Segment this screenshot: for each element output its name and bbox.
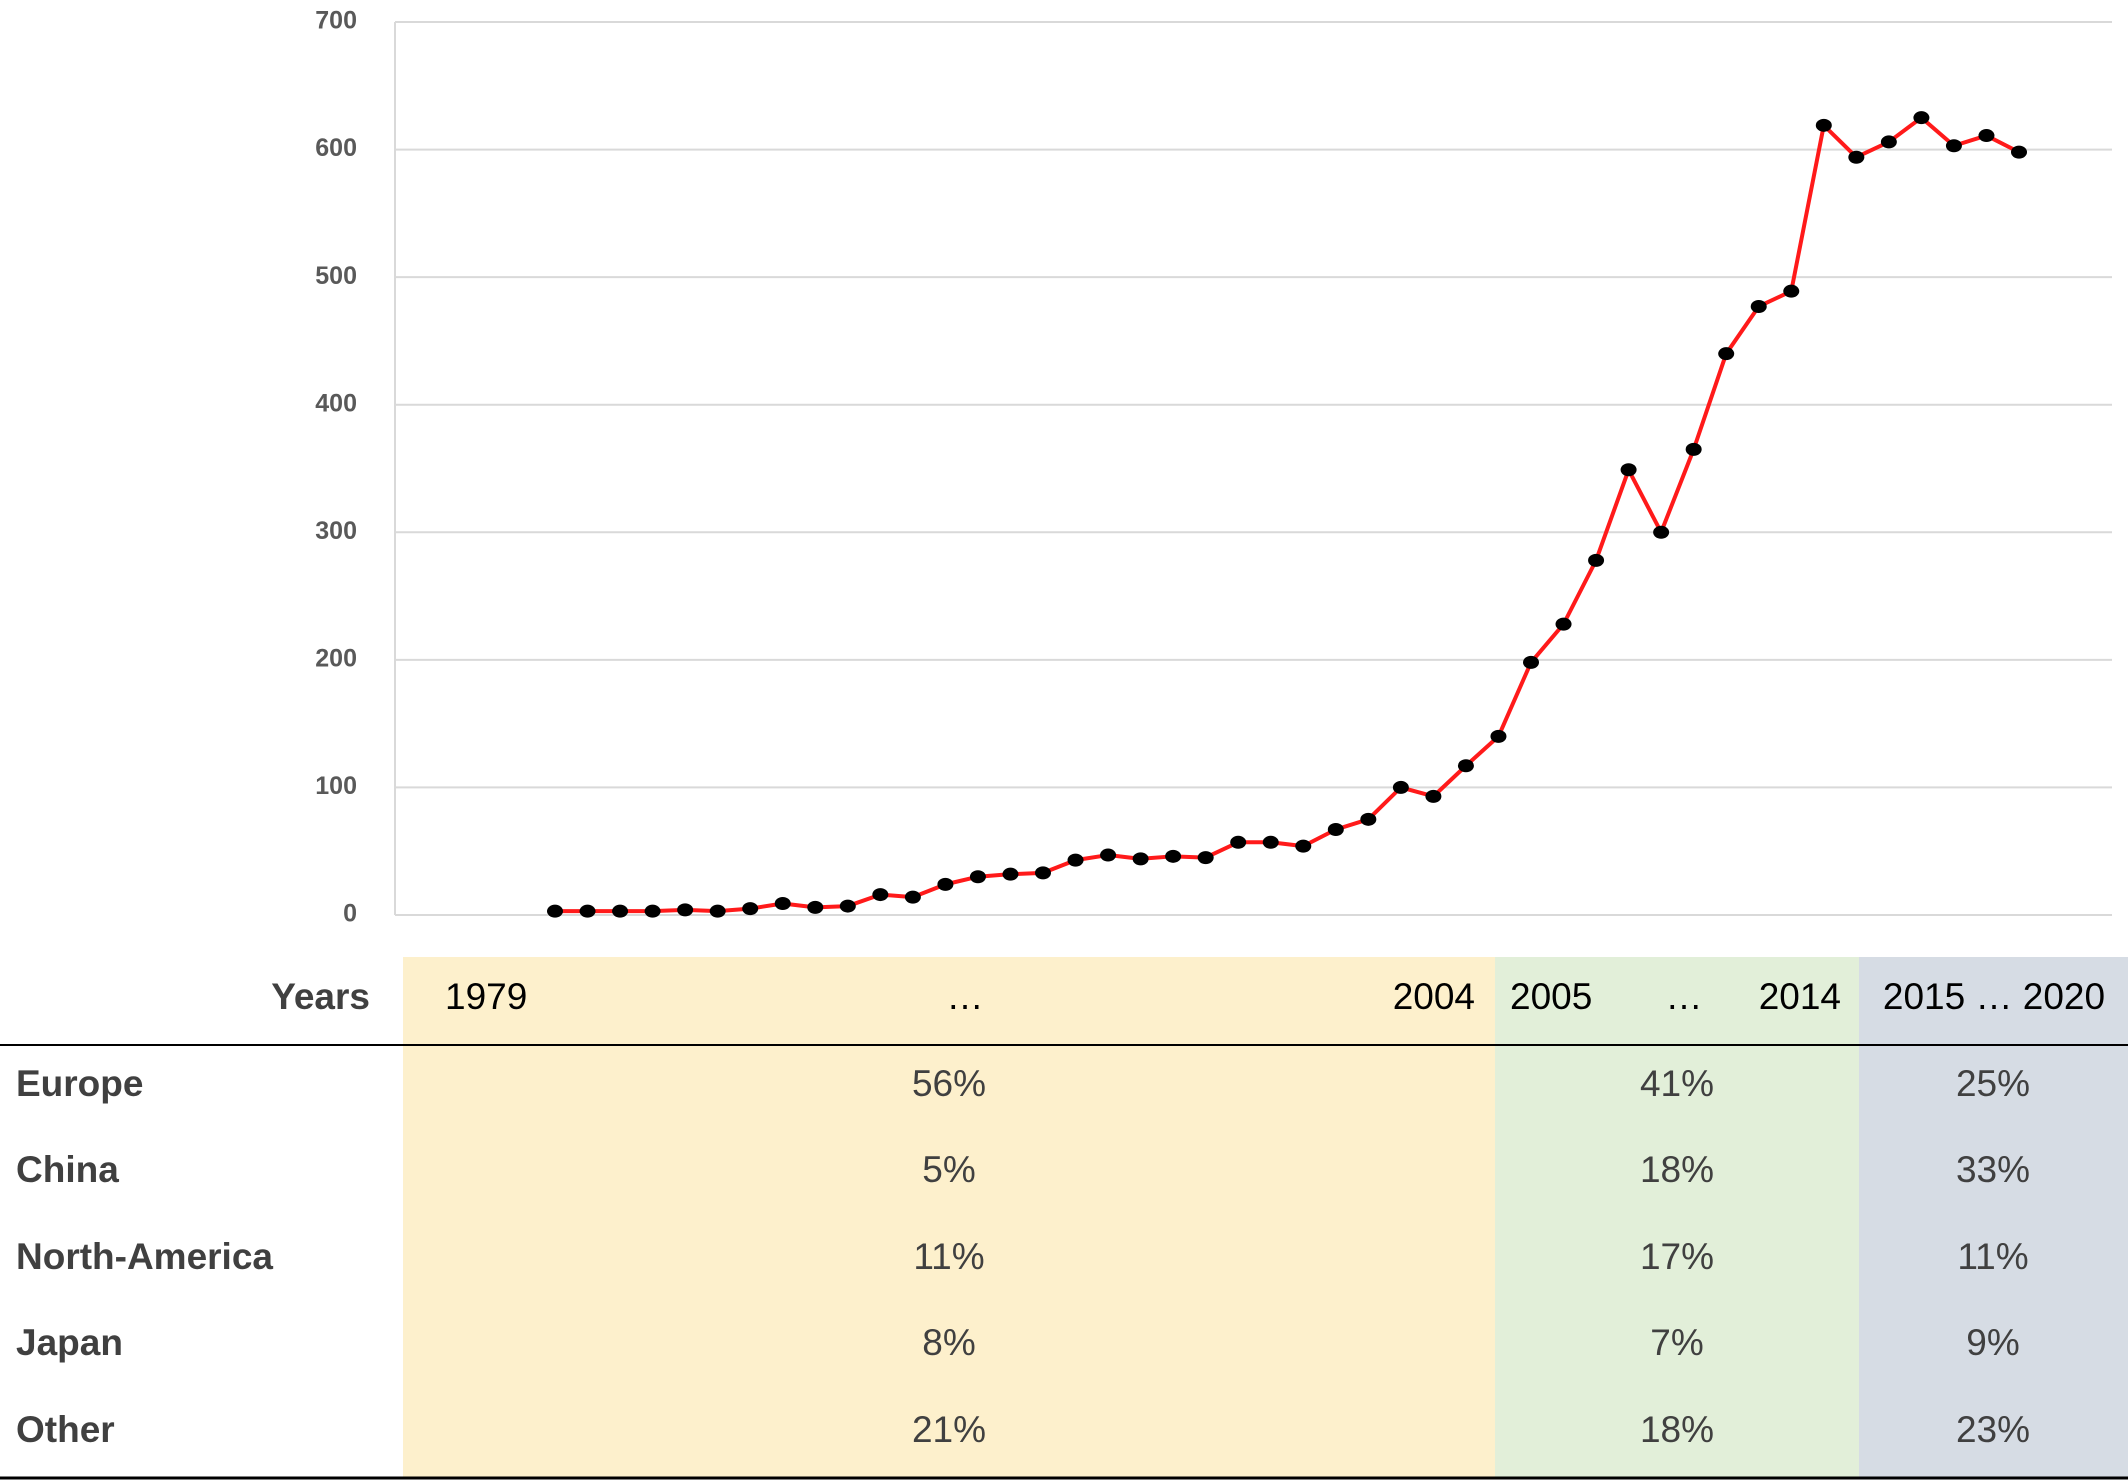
data-point (1750, 299, 1767, 313)
data-point (1718, 347, 1735, 361)
data-point (1880, 135, 1897, 149)
data-point (2011, 145, 2027, 159)
y-tick-label: 0 (343, 900, 357, 928)
data-point (1913, 111, 1930, 125)
header-ellipsis: … (947, 976, 984, 1017)
data-point (774, 897, 791, 911)
data-point (1620, 463, 1637, 477)
row-label: China (16, 1149, 119, 1190)
data-point (1457, 759, 1474, 773)
header-year: 2014 (1759, 976, 1841, 1017)
data-point (579, 904, 596, 918)
data-point (1100, 848, 1117, 862)
data-point (1262, 835, 1279, 849)
data-point (1978, 129, 1995, 143)
data-point (807, 900, 824, 914)
table-cell: 11% (1957, 1236, 2028, 1277)
data-point (1002, 867, 1019, 881)
data-point (1165, 849, 1182, 863)
header-ellipsis: … (1666, 976, 1703, 1017)
table-cell: 17% (1640, 1236, 1714, 1277)
table-cell: 8% (922, 1322, 975, 1363)
data-point (644, 904, 661, 918)
row-label: Japan (16, 1322, 123, 1363)
data-point (1425, 789, 1442, 803)
data-point (1555, 617, 1572, 631)
data-point (612, 904, 629, 918)
band-2005-2014 (1495, 957, 1859, 1478)
y-tick-label: 300 (315, 517, 357, 545)
band-2015-2020 (1859, 957, 2128, 1478)
data-point (1230, 835, 1247, 849)
table-cell: 18% (1640, 1149, 1714, 1190)
table-cell: 7% (1650, 1322, 1703, 1363)
table-cell: 41% (1640, 1063, 1714, 1104)
header-range: 2015 … 2020 (1883, 976, 2105, 1017)
row-label: Europe (16, 1063, 143, 1104)
data-point (547, 904, 563, 918)
data-point (1392, 780, 1409, 794)
data-point (1327, 823, 1344, 837)
table-cell: 5% (922, 1149, 975, 1190)
data-point (1685, 442, 1702, 456)
table-cell: 11% (913, 1236, 984, 1277)
data-point (1783, 284, 1800, 298)
y-tick-label: 400 (315, 389, 357, 417)
table-cell: 18% (1640, 1409, 1714, 1450)
data-point (839, 899, 856, 913)
y-tick-label: 500 (315, 262, 357, 290)
table-cell: 9% (1966, 1322, 2019, 1363)
band-1979-2004 (403, 957, 1495, 1478)
data-point (1067, 853, 1084, 867)
data-point (1653, 525, 1670, 539)
data-point (1295, 839, 1312, 853)
data-point (1815, 118, 1832, 132)
data-point (1360, 812, 1377, 826)
table-cell: 33% (1956, 1149, 2030, 1190)
data-point (1132, 852, 1149, 866)
data-point (1197, 851, 1214, 865)
header-label: Years (271, 976, 370, 1017)
table-cell: 21% (912, 1409, 986, 1450)
header-year: 1979 (445, 976, 527, 1017)
y-tick-label: 100 (315, 772, 357, 800)
data-point (677, 903, 694, 917)
table-cell: 23% (1956, 1409, 2030, 1450)
data-point (1523, 655, 1539, 669)
data-point (904, 890, 921, 904)
data-point (709, 904, 726, 918)
table-cell: 25% (1956, 1063, 2030, 1104)
y-tick-label: 600 (315, 134, 357, 162)
data-point (1490, 729, 1507, 743)
data-point (1588, 553, 1605, 567)
row-label: Other (16, 1409, 115, 1450)
data-point (969, 870, 986, 884)
header-year: 2004 (1393, 976, 1475, 1017)
data-point (1035, 866, 1051, 880)
data-point (1848, 150, 1865, 164)
table-cell: 56% (912, 1063, 986, 1104)
data-point (872, 888, 889, 902)
data-point (742, 902, 759, 916)
y-tick-label: 200 (315, 644, 357, 672)
data-line (555, 115, 2020, 914)
data-point (937, 877, 954, 891)
row-label: North-America (16, 1236, 273, 1277)
y-tick-label: 700 (315, 7, 357, 35)
header-year: 2005 (1510, 976, 1592, 1017)
data-point (1945, 139, 1962, 153)
